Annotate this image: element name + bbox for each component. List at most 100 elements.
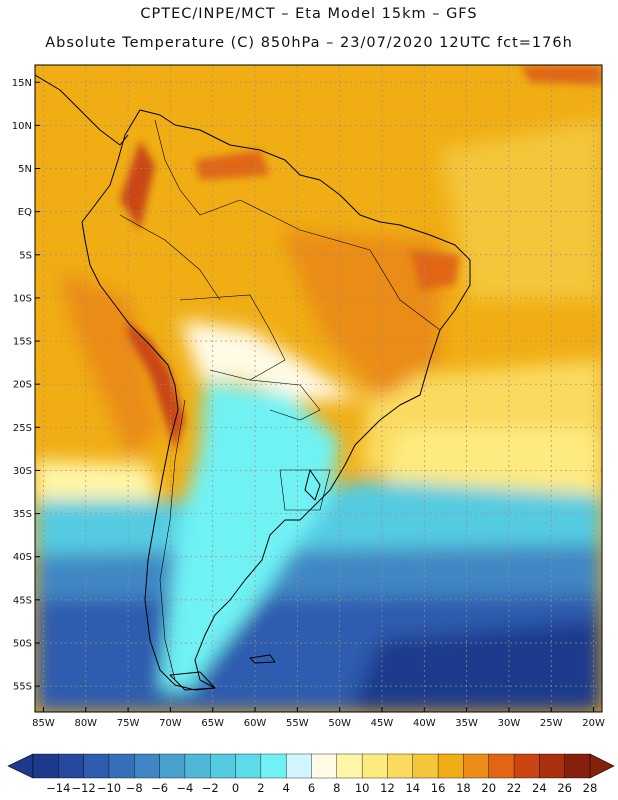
map-title: CPTEC/INPE/MCT – Eta Model 15km – GFS xyxy=(140,6,478,22)
latitude-labels: 15N 10N 5N EQ 5S 10S 15S 20S 25S 30S 35S 40S 45S 50S 5… xyxy=(12,78,40,693)
coastline xyxy=(35,74,471,691)
colorbar-swatch xyxy=(488,753,515,779)
colorbar-swatch xyxy=(387,753,414,779)
field-venezuela-hot xyxy=(195,150,270,180)
colorbar-label: 18 xyxy=(456,781,471,795)
lat-tick-label: 10N xyxy=(12,121,32,132)
colorbar-over-arrow xyxy=(589,753,615,779)
field-caribbean-hot xyxy=(520,65,602,85)
lat-tick-label: 40S xyxy=(13,552,32,563)
colorbar-label: 10 xyxy=(355,781,370,795)
colorbar-label: 22 xyxy=(507,781,522,795)
lon-tick-label: 85W xyxy=(32,718,55,729)
lon-tick-label: 30W xyxy=(498,718,521,729)
lon-tick-label: 25W xyxy=(540,718,563,729)
colorbar-label: 26 xyxy=(557,781,572,795)
central-america-outline xyxy=(35,74,129,146)
lat-tick-label: 5N xyxy=(18,164,32,175)
field-pale-front xyxy=(180,320,360,400)
lon-tick-label: 35W xyxy=(455,718,478,729)
colorbar-under-arrow xyxy=(7,753,34,779)
colorbar-label: 14 xyxy=(405,781,420,795)
colorbar-label: 4 xyxy=(283,781,290,795)
colorbar-swatch xyxy=(210,753,237,779)
lon-tick-label: 75W xyxy=(117,718,140,729)
colorbar-swatch xyxy=(311,753,338,779)
lon-tick-label: 80W xyxy=(74,718,97,729)
map-subtitle: Absolute Temperature (C) 850hPa – 23/07/… xyxy=(45,35,573,51)
field-pacific-pale xyxy=(35,460,160,505)
colorbar-label: 20 xyxy=(481,781,496,795)
colorbar-swatch xyxy=(285,753,313,779)
field-andes-hot xyxy=(120,140,155,230)
border-brazil-states xyxy=(239,199,441,331)
colorbar-label: 2 xyxy=(257,781,264,795)
lat-tick-label: 35S xyxy=(13,509,32,520)
colorbar-label: −14 xyxy=(46,781,70,795)
colorbar-swatch xyxy=(260,753,287,779)
border-colombia-venezuela xyxy=(154,119,241,216)
temperature-field xyxy=(35,65,602,712)
lagoa-dos-patos xyxy=(304,469,321,501)
lat-tick-label: 50S xyxy=(13,638,32,649)
border-argentina-chile xyxy=(159,399,186,681)
colorbar-swatch xyxy=(463,753,490,779)
longitude-labels: 85W 80W 75W 70W 65W 60W 55W 50W 45W 40W 35W 30W 25W 2… xyxy=(32,707,605,729)
colorbar-label: 24 xyxy=(532,781,547,795)
colorbar-swatch xyxy=(412,753,439,779)
field-andes-peru xyxy=(125,320,185,450)
colorbar-swatch xyxy=(437,753,464,779)
lat-tick-label: 20S xyxy=(13,380,32,391)
colorbar-swatch xyxy=(108,753,135,779)
falkland-islands xyxy=(249,654,276,664)
colorbar-swatch xyxy=(513,753,540,779)
colorbar-label: 12 xyxy=(380,781,395,795)
colorbar-swatch xyxy=(159,753,186,779)
lat-tick-label: EQ xyxy=(18,207,32,218)
lat-tick-label: 5S xyxy=(19,250,32,261)
colorbar-swatch xyxy=(184,753,211,779)
lon-tick-label: 40W xyxy=(413,718,436,729)
border-bolivia xyxy=(179,294,286,381)
colorbar-swatch xyxy=(83,753,110,779)
colorbar-label: −12 xyxy=(71,781,95,795)
lat-tick-label: 10S xyxy=(13,293,32,304)
lat-tick-label: 15N xyxy=(12,78,32,89)
country-borders xyxy=(119,119,441,681)
colorbar-label: −4 xyxy=(176,781,193,795)
field-ne-brazil-hot xyxy=(410,250,460,290)
border-uruguay xyxy=(279,469,331,511)
field-pacific-hot xyxy=(60,270,160,460)
lon-tick-label: 55W xyxy=(286,718,309,729)
colorbar-label: 6 xyxy=(308,781,315,795)
colorbar-label: −2 xyxy=(202,781,219,795)
lon-tick-label: 50W xyxy=(328,718,351,729)
colorbar-label: 28 xyxy=(583,781,598,795)
lat-tick-label: 45S xyxy=(13,595,32,606)
lat-tick-label: 25S xyxy=(13,423,32,434)
colorbar-swatch xyxy=(564,753,591,779)
lon-tick-label: 20W xyxy=(582,718,605,729)
colorbar-swatch xyxy=(539,753,566,779)
colorbar-swatch xyxy=(58,753,85,779)
lon-tick-label: 70W xyxy=(159,718,182,729)
south-america-outline xyxy=(81,109,471,691)
colorbar-label: 8 xyxy=(333,781,340,795)
colorbar-swatch xyxy=(134,753,161,779)
field-cold-land xyxy=(160,380,340,690)
colorbar-swatch xyxy=(361,753,388,779)
field-ocean-deep xyxy=(350,620,602,712)
plot-frame xyxy=(34,64,603,713)
tierra-del-fuego xyxy=(169,671,216,691)
colorbar: −14 −12 −10 −8 −6 −4 −2 0 2 4 6 8 10 12 14 16 18 20 22 24 26… xyxy=(7,753,615,795)
colorbar-swatch xyxy=(32,753,59,779)
colorbar-label: −6 xyxy=(151,781,168,795)
colorbar-swatch xyxy=(235,753,262,779)
colorbar-label: 0 xyxy=(232,781,239,795)
field-ocean-cyan xyxy=(35,480,602,560)
colorbar-swatch xyxy=(336,753,363,779)
colorbar-label: −8 xyxy=(126,781,143,795)
lat-tick-label: 30S xyxy=(13,466,32,477)
border-paraguay xyxy=(249,379,321,421)
